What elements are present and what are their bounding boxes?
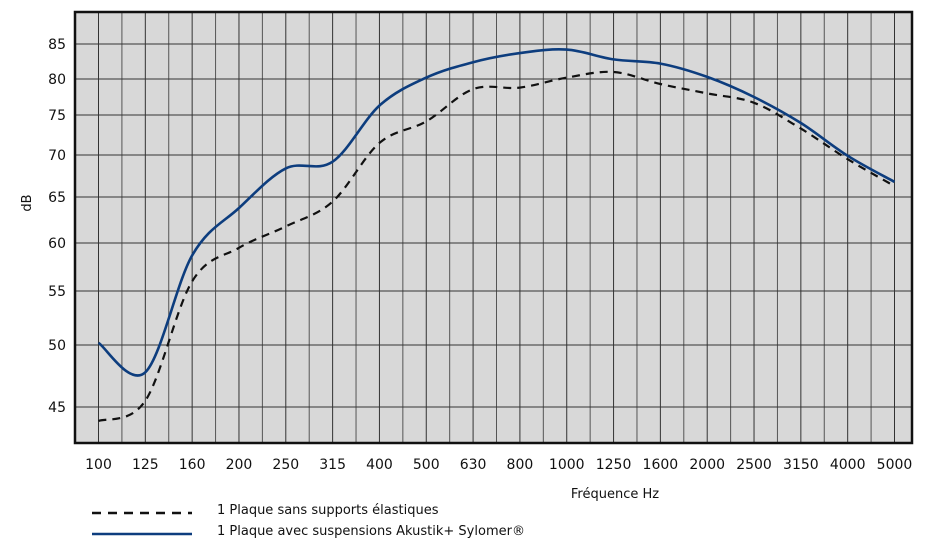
x-tick-label: 500 [413,457,440,473]
x-axis-title: Fréquence Hz [571,487,659,502]
y-tick-label: 55 [48,284,66,300]
x-tick-label: 100 [85,457,112,473]
x-tick-label: 2500 [736,457,772,473]
y-tick-label: 65 [48,190,66,206]
legend: 1 Plaque sans supports élastiques 1 Plaq… [92,503,525,539]
x-tick-label: 1000 [549,457,585,473]
y-tick-label: 50 [48,338,66,354]
y-tick-label: 75 [48,108,66,124]
x-tick-label: 200 [226,457,253,473]
x-tick-label: 3150 [783,457,819,473]
grid [75,12,912,443]
x-tick-label: 400 [366,457,393,473]
x-tick-label: 1250 [596,457,632,473]
x-tick-label: 800 [507,457,534,473]
x-tick-label: 5000 [877,457,913,473]
legend-label-series-2: 1 Plaque avec suspensions Akustik+ Sylom… [217,524,525,539]
y-tick-label: 60 [48,236,66,252]
x-tick-label: 4000 [830,457,866,473]
y-axis-title: dB [20,194,35,211]
y-tick-label: 70 [48,148,66,164]
legend-label-series-1: 1 Plaque sans supports élastiques [217,503,439,518]
x-tick-label: 2000 [689,457,725,473]
x-tick-label: 160 [179,457,206,473]
y-tick-label: 80 [48,72,66,88]
x-tick-label: 630 [460,457,487,473]
x-tick-label: 315 [319,457,346,473]
plot-background [75,12,912,443]
y-tick-label: 85 [48,37,66,53]
x-tick-label: 250 [272,457,299,473]
series-layer [97,48,896,423]
x-axis-ticks: 100 125 160 200 250 315 400 500 630 800 1000 1250 16… [85,457,912,473]
x-tick-label: 1600 [643,457,679,473]
y-tick-label: 45 [48,400,66,416]
series-line-solid [97,48,896,377]
series-line-dashed [98,70,896,423]
y-axis-ticks: 45 50 55 60 65 70 75 80 85 [48,37,66,416]
plot-frame [73,10,914,445]
x-tick-label: 125 [132,457,159,473]
